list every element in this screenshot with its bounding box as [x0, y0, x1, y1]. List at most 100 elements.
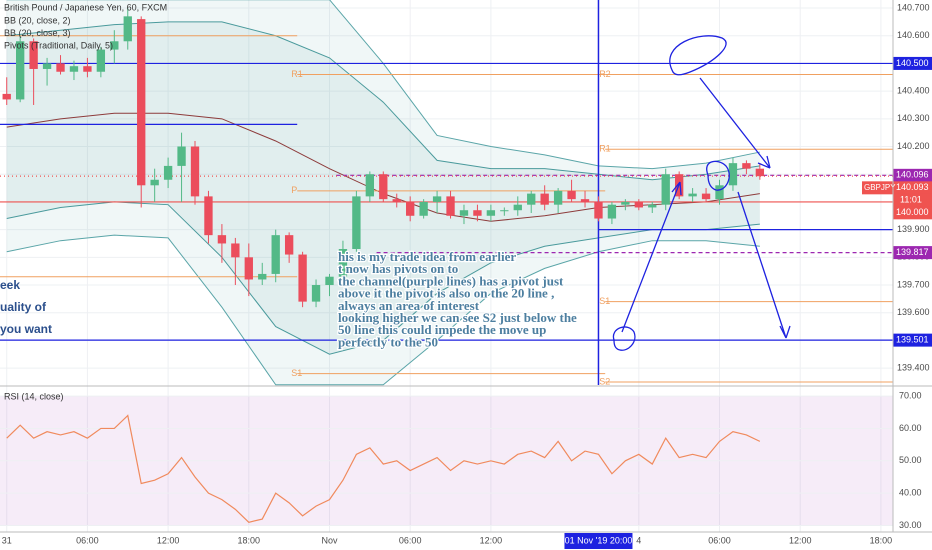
candle-body [150, 179, 159, 186]
candle-body [742, 163, 751, 169]
rsi-tick-label: 70.00 [899, 390, 922, 400]
x-tick-label: 12:00 [157, 535, 180, 545]
x-tick-label: 12:00 [789, 535, 812, 545]
pivot-label: R1 [599, 144, 611, 154]
candle-body [311, 285, 321, 302]
y-tick-label: 139.900 [897, 224, 930, 234]
candle-body [244, 257, 253, 280]
candle-body [755, 168, 765, 177]
candle-body [29, 41, 38, 69]
crosshair-label-bg [564, 533, 633, 549]
rsi-tick-label: 40.00 [899, 488, 922, 498]
candle-body [2, 93, 11, 100]
y-tick-label: 139.600 [897, 307, 930, 317]
candle-body [540, 193, 549, 205]
annotation-text: his is my trade idea from earlier [338, 249, 516, 264]
hand-arrow [737, 191, 791, 339]
y-tick-label: 140.200 [897, 141, 930, 151]
candle-body [110, 41, 119, 50]
price-label-bg [893, 206, 932, 220]
candle-body [446, 196, 455, 216]
pivot-label: S2 [599, 376, 610, 386]
candle-body [392, 199, 401, 202]
y-tick-label: 140.300 [897, 113, 930, 123]
drawings [612, 35, 791, 351]
price-label: 139.501 [896, 335, 929, 345]
annotations: R1 P S1 R2 R1 S1 S2 British Pound / Japanese Ye… [0, 2, 611, 386]
candle-body [271, 235, 280, 274]
rsi-title: RSI (14, close) [4, 391, 64, 401]
rsi-pane: RSI (14, close) [0, 391, 893, 527]
candle-body [527, 193, 536, 205]
price-label-bg [893, 56, 932, 70]
candle-body [661, 174, 670, 205]
candle-body [473, 210, 482, 216]
x-tick-label: 18:00 [238, 535, 261, 545]
crosshair-label: 01 Nov '19 20:00 [565, 535, 633, 545]
candle-body [500, 210, 509, 212]
candle-body [621, 201, 630, 205]
price-label-bg [893, 168, 932, 182]
candle-body [580, 199, 590, 202]
candle-body [42, 63, 52, 69]
pivot-label: R2 [599, 69, 611, 79]
band-lower [6, 234, 760, 386]
candle-body [567, 190, 576, 200]
pivot-label: P [291, 185, 297, 195]
y-tick-label: 140.600 [897, 30, 930, 40]
annotation-text: looking higher we can see S2 just below … [338, 310, 577, 325]
pivot-label: S1 [291, 368, 302, 378]
candle-body [325, 276, 334, 286]
side-note: eek [0, 278, 20, 292]
annotation-text: perfectly to the 50 [338, 334, 438, 349]
band-upper [6, 21, 760, 181]
x-tick-label: 06:00 [399, 535, 422, 545]
price-label: 139.817 [896, 247, 929, 257]
candle-body [701, 193, 711, 200]
candle-body [137, 19, 146, 186]
candle-body [258, 273, 267, 280]
price-label: 140.000 [896, 207, 929, 217]
annotation-text: above it the pivot is also on the 20 lin… [338, 286, 554, 301]
candle-body [298, 254, 307, 302]
candle-body [56, 63, 65, 72]
candle-body [352, 196, 361, 250]
candles [2, 8, 765, 308]
candle-body [204, 196, 213, 236]
x-tick-label: 12:00 [480, 535, 503, 545]
candle-body [177, 146, 186, 166]
indicator-label: Pivots (Traditional, Daily, 5) [4, 40, 113, 50]
indicator-label: BB (20, close, 3) [4, 28, 71, 38]
candle-body [607, 204, 617, 219]
annotation-text: t now has pivots on to [338, 261, 458, 276]
candle-body [190, 146, 200, 197]
rsi-tick-label: 30.00 [899, 520, 922, 530]
candle-body [217, 235, 227, 244]
candle-body [406, 201, 415, 216]
price-label: 140.093 [896, 182, 929, 192]
hand-ellipse [669, 35, 727, 76]
y-tick-label: 140.400 [897, 86, 930, 96]
candle-body [594, 201, 603, 219]
x-tick-label: Nov [321, 535, 338, 545]
candle-body [123, 16, 132, 42]
grid [0, 0, 893, 532]
x-tick-label: 06:00 [708, 535, 731, 545]
price-label-bg [893, 246, 932, 260]
hand-circle [706, 160, 730, 191]
price-label-bg [893, 181, 932, 195]
price-label: 140.096 [896, 170, 929, 180]
candle-body [486, 210, 496, 216]
price-label-bg [893, 333, 932, 347]
rsi-tick-label: 50.00 [899, 455, 922, 465]
symbol-tag: GBPJPY [864, 183, 896, 192]
side-note: uality of [0, 300, 47, 314]
indicator-label: BB (20, close, 2) [4, 15, 71, 25]
candle-body [715, 185, 724, 200]
candle-body [634, 201, 643, 208]
chart-title: British Pound / Japanese Yen, 60, FXCM [4, 2, 167, 12]
candle-body [338, 249, 348, 277]
rsi-line [6, 414, 761, 523]
